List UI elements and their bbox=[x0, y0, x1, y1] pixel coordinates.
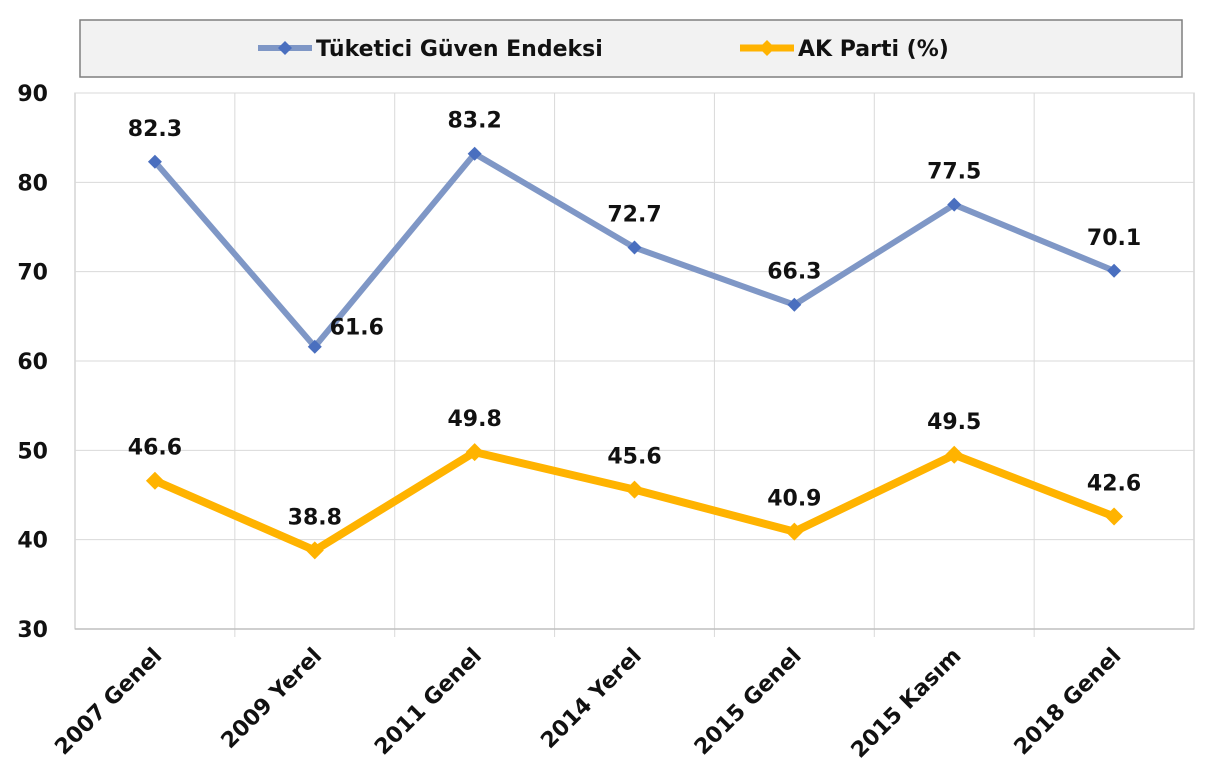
series-1-point bbox=[627, 240, 642, 255]
legend-swatch-marker bbox=[759, 40, 775, 56]
data-label: 82.3 bbox=[128, 117, 182, 142]
series-2-point bbox=[1105, 507, 1124, 526]
legend-entry: AK Parti (%) bbox=[798, 37, 949, 62]
data-label: 77.5 bbox=[927, 160, 981, 185]
series-1-point bbox=[787, 297, 802, 312]
y-tick-label: 90 bbox=[17, 82, 48, 107]
data-label: 83.2 bbox=[448, 109, 502, 134]
series-2-point bbox=[145, 471, 164, 490]
series-2-point bbox=[305, 541, 324, 560]
x-tick-label: 2014 Yerel bbox=[536, 644, 646, 754]
data-label: 61.6 bbox=[330, 316, 384, 341]
data-label: 45.6 bbox=[607, 445, 661, 470]
series-2-point bbox=[625, 480, 644, 499]
data-label: 40.9 bbox=[767, 487, 821, 512]
x-tick-label: 2009 Yerel bbox=[217, 644, 327, 754]
legend-swatch-marker bbox=[278, 41, 292, 55]
legend: Tüketici Güven Endeksi AK Parti (%) bbox=[79, 19, 1183, 78]
x-tick-label: 2007 Genel bbox=[50, 644, 167, 761]
legend-box bbox=[79, 19, 1183, 78]
y-tick-label: 30 bbox=[17, 618, 48, 643]
series-lines bbox=[145, 146, 1124, 560]
data-label: 72.7 bbox=[607, 203, 661, 228]
x-tick-label: 2015 Kasım bbox=[847, 644, 967, 764]
series-1-point bbox=[307, 339, 322, 354]
series-2-point bbox=[785, 522, 804, 541]
series-1-point bbox=[1107, 263, 1122, 278]
series-2-point bbox=[945, 445, 964, 464]
axes: 30 40 50 60 70 80 90 2007 Genel 2009 Yerel 2011 G… bbox=[17, 82, 1194, 763]
data-label: 38.8 bbox=[288, 505, 342, 530]
y-tick-label: 70 bbox=[17, 261, 48, 286]
data-labels: 82.3 61.6 83.2 72.7 66.3 77.5 70.1 46.6 38.8 49.8… bbox=[128, 109, 1141, 531]
data-label: 49.8 bbox=[448, 407, 502, 432]
x-tick-label: 2015 Genel bbox=[690, 644, 807, 761]
series-1-point bbox=[947, 197, 962, 212]
data-label: 70.1 bbox=[1087, 226, 1141, 251]
y-tick-label: 50 bbox=[17, 439, 48, 464]
grid bbox=[74, 92, 1195, 637]
series-2-point bbox=[465, 443, 484, 462]
x-tick-label: 2011 Genel bbox=[370, 644, 487, 761]
series-1-point bbox=[147, 154, 162, 169]
series-1-point bbox=[467, 146, 482, 161]
data-label: 46.6 bbox=[128, 436, 182, 461]
y-tick-label: 40 bbox=[17, 529, 48, 554]
y-tick-label: 60 bbox=[17, 350, 48, 375]
data-label: 49.5 bbox=[927, 410, 981, 435]
x-tick-label: 2018 Genel bbox=[1010, 644, 1127, 761]
y-tick-label: 80 bbox=[17, 171, 48, 196]
data-label: 42.6 bbox=[1087, 471, 1141, 496]
data-label: 66.3 bbox=[767, 260, 821, 285]
legend-entry: Tüketici Güven Endeksi bbox=[316, 37, 603, 62]
